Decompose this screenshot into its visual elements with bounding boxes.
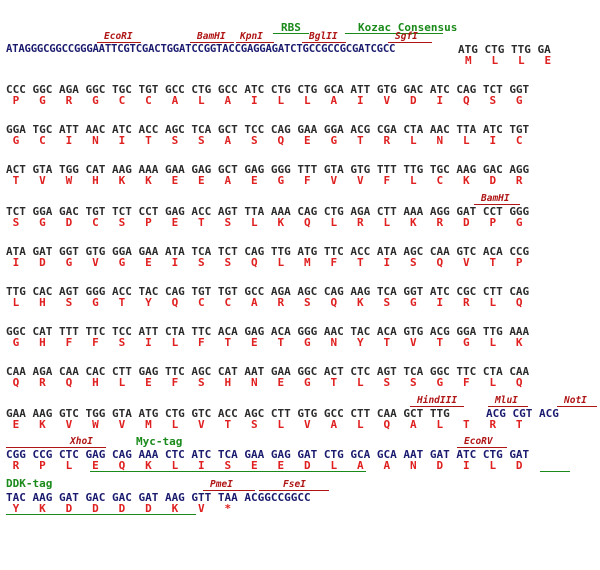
codon-row-11: CGG CCG CTC GAG CAG AAA CTC ATC TCA GAA … (6, 448, 530, 461)
codon-row-2: CCC GGC AGA GGC TGC TGT GCC CTG GCC ATC … (6, 83, 530, 96)
bamhi-site-2: BamHI (481, 193, 510, 204)
ecori-underline (97, 42, 141, 43)
mlui-underline (488, 406, 528, 407)
rbs-label: RBS (281, 21, 301, 34)
ddk-tag-label: DDK-tag (6, 477, 53, 490)
codon-row-9: CAA AGA CAA CAC CTT GAG TTC AGC CAT AAT … (6, 365, 530, 378)
bamhi-underline-1 (190, 42, 234, 43)
sgfi-underline (388, 42, 432, 43)
myc-tail-underline (540, 471, 570, 472)
aa-row-12: Y K D D D D K V * (6, 502, 232, 515)
ecorv-underline (457, 447, 507, 448)
xhoi-site: XhoI (70, 436, 93, 447)
kpni-underline (236, 42, 274, 43)
codon-row-5: TCT GGA GAC TGT TCT CCT GAG ACC AGT TTA … (6, 205, 530, 218)
bamhi-site-1: BamHI (197, 31, 226, 42)
codon-row-4: ACT GTA TGG CAT AAG AAA GAA GAG GCT GAG … (6, 163, 530, 176)
kpni-site: KpnI (240, 31, 263, 42)
codon-row-12: TAC AAG GAT GAC GAC GAT AAG GTT TAA ACGG… (6, 491, 311, 504)
hindiii-underline (410, 406, 464, 407)
kozac-label: Kozac Consensus (358, 21, 458, 34)
aa-row-8: G H F F S I L F T E T G N Y T V T G L K (6, 336, 523, 349)
aa-row-6: I D G V G E I S S Q L M F T I S Q V T P (6, 256, 523, 269)
leader-sequence: ATAGGGCGGCCGGGAATTCGTCGACTGGATCCGGTACCGA… (6, 43, 396, 55)
hindiii-site: HindIII (417, 395, 458, 406)
pmei-site: PmeI (210, 479, 233, 490)
codon-row-7: TTG CAC AGT GGG ACC TAC CAG TGT TGT GCC … (6, 285, 530, 298)
codon-row-10: GAA AAG GTC TGG GTA ATG CTG GTC ACC AGC … (6, 407, 450, 420)
myc-tag-label: Myc-tag (136, 435, 183, 448)
aa-row-9: Q R Q H L E F S H N E G T L S S G F L Q (6, 376, 523, 389)
aa-row-10: E K V W V M L V T S L V A L Q A L T R T (6, 418, 523, 431)
codon-row-3: GGA TGC ATT AAC ATC ACC AGC TCA GCT TCC … (6, 123, 530, 136)
ddk-tag-underline (6, 514, 196, 515)
myc-tag-underline (90, 471, 366, 472)
noti-underline (557, 406, 597, 407)
xhoi-underline (6, 447, 106, 448)
codon-row-6: ATA GAT GGT GTG GGA GAA ATA TCA TCT CAG … (6, 245, 530, 258)
start-aa: M L L E (465, 54, 552, 67)
ecori-site: EcoRI (104, 31, 133, 42)
aa-row-7: L H S G T Y Q C C A R S Q K S G I R L Q (6, 296, 523, 309)
aa-row-2: P G R G C C A L A I L L A I V D I Q S G (6, 94, 523, 107)
aa-row-3: G C I N I T S S A S Q E G T R L N L I C (6, 134, 523, 147)
bglii-underline (302, 42, 346, 43)
aa-row-5: S G D C S P E T S L K Q L R L K R D P G (6, 216, 523, 229)
kozac-underline (345, 33, 443, 34)
rbs-underline (273, 33, 309, 34)
aa-row-4: T V W H K K E E A E G F V V F L C K D R (6, 174, 523, 187)
aa-row-11: R P L E Q K L I S E E D L A A N D I L D (6, 459, 523, 472)
sgfi-site: SgfI (395, 31, 418, 42)
bglii-site: BglII (309, 31, 338, 42)
start-codons: ATG CTG TTG GA (458, 43, 551, 56)
pmei-underline (203, 490, 255, 491)
ecorv-site: EcoRV (464, 436, 493, 447)
noti-site: NotI (564, 395, 587, 406)
codon-row-8: GGC CAT TTT TTC TCC ATT CTA TTC ACA GAG … (6, 325, 530, 338)
mlui-codons: ACG CGT ACG (486, 407, 559, 420)
fsei-site: FseI (283, 479, 306, 490)
fsei-underline (259, 490, 329, 491)
bamhi-underline-2 (474, 204, 520, 205)
mlui-site: MluI (495, 395, 518, 406)
